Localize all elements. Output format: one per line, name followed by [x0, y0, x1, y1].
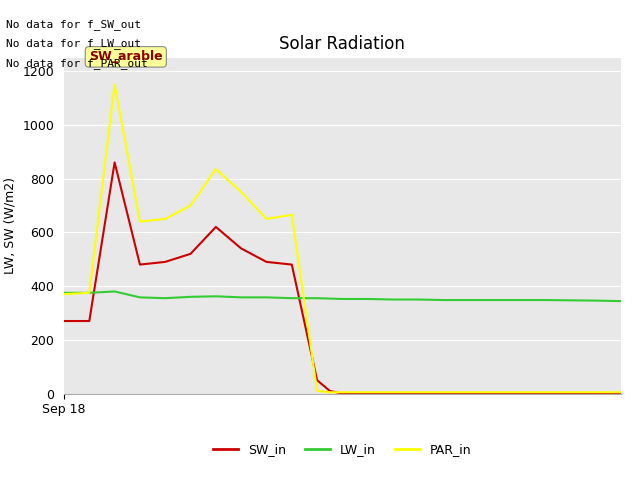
LW_in: [313, 295, 321, 301]
SW_in: [313, 377, 321, 383]
PAR_in: [313, 388, 321, 394]
Title: Solar Radiation: Solar Radiation: [280, 35, 405, 53]
Legend: SW_in, LW_in, PAR_in: SW_in, LW_in, PAR_in: [209, 438, 476, 461]
LW_in: [86, 290, 93, 296]
Line: SW_in: SW_in: [64, 162, 621, 394]
SW_in: [161, 259, 169, 265]
PAR_in: [262, 216, 270, 222]
Text: No data for f_PAR_out: No data for f_PAR_out: [6, 58, 148, 69]
LW_in: [111, 288, 118, 294]
LW_in: [465, 297, 473, 303]
LW_in: [591, 298, 599, 303]
SW_in: [86, 318, 93, 324]
LW_in: [364, 296, 372, 302]
SW_in: [339, 391, 346, 396]
LW_in: [262, 295, 270, 300]
Line: PAR_in: PAR_in: [64, 84, 621, 392]
LW_in: [516, 297, 524, 303]
PAR_in: [339, 389, 346, 395]
SW_in: [212, 224, 220, 230]
PAR_in: [86, 290, 93, 296]
SW_in: [262, 259, 270, 265]
LW_in: [237, 295, 245, 300]
PAR_in: [617, 389, 625, 395]
LW_in: [60, 290, 68, 296]
Y-axis label: LW, SW (W/m2): LW, SW (W/m2): [4, 177, 17, 274]
LW_in: [136, 295, 144, 300]
Text: No data for f_SW_out: No data for f_SW_out: [6, 19, 141, 30]
LW_in: [212, 293, 220, 299]
SW_in: [111, 159, 118, 165]
PAR_in: [212, 166, 220, 172]
LW_in: [415, 297, 422, 302]
LW_in: [566, 298, 574, 303]
PAR_in: [161, 216, 169, 222]
LW_in: [161, 295, 169, 301]
Text: SW_arable: SW_arable: [89, 50, 163, 63]
SW_in: [187, 251, 195, 257]
SW_in: [60, 318, 68, 324]
SW_in: [288, 262, 296, 267]
SW_in: [326, 388, 333, 394]
SW_in: [617, 391, 625, 396]
PAR_in: [136, 219, 144, 225]
LW_in: [490, 297, 498, 303]
PAR_in: [111, 82, 118, 87]
Text: No data for f_LW_out: No data for f_LW_out: [6, 38, 141, 49]
PAR_in: [326, 389, 333, 395]
LW_in: [288, 295, 296, 301]
LW_in: [440, 297, 447, 303]
PAR_in: [288, 212, 296, 218]
LW_in: [617, 298, 625, 304]
LW_in: [389, 297, 397, 302]
PAR_in: [187, 203, 195, 208]
LW_in: [187, 294, 195, 300]
SW_in: [237, 246, 245, 252]
PAR_in: [60, 291, 68, 297]
SW_in: [136, 262, 144, 267]
LW_in: [541, 297, 548, 303]
Line: LW_in: LW_in: [64, 291, 621, 301]
LW_in: [339, 296, 346, 302]
PAR_in: [237, 189, 245, 195]
